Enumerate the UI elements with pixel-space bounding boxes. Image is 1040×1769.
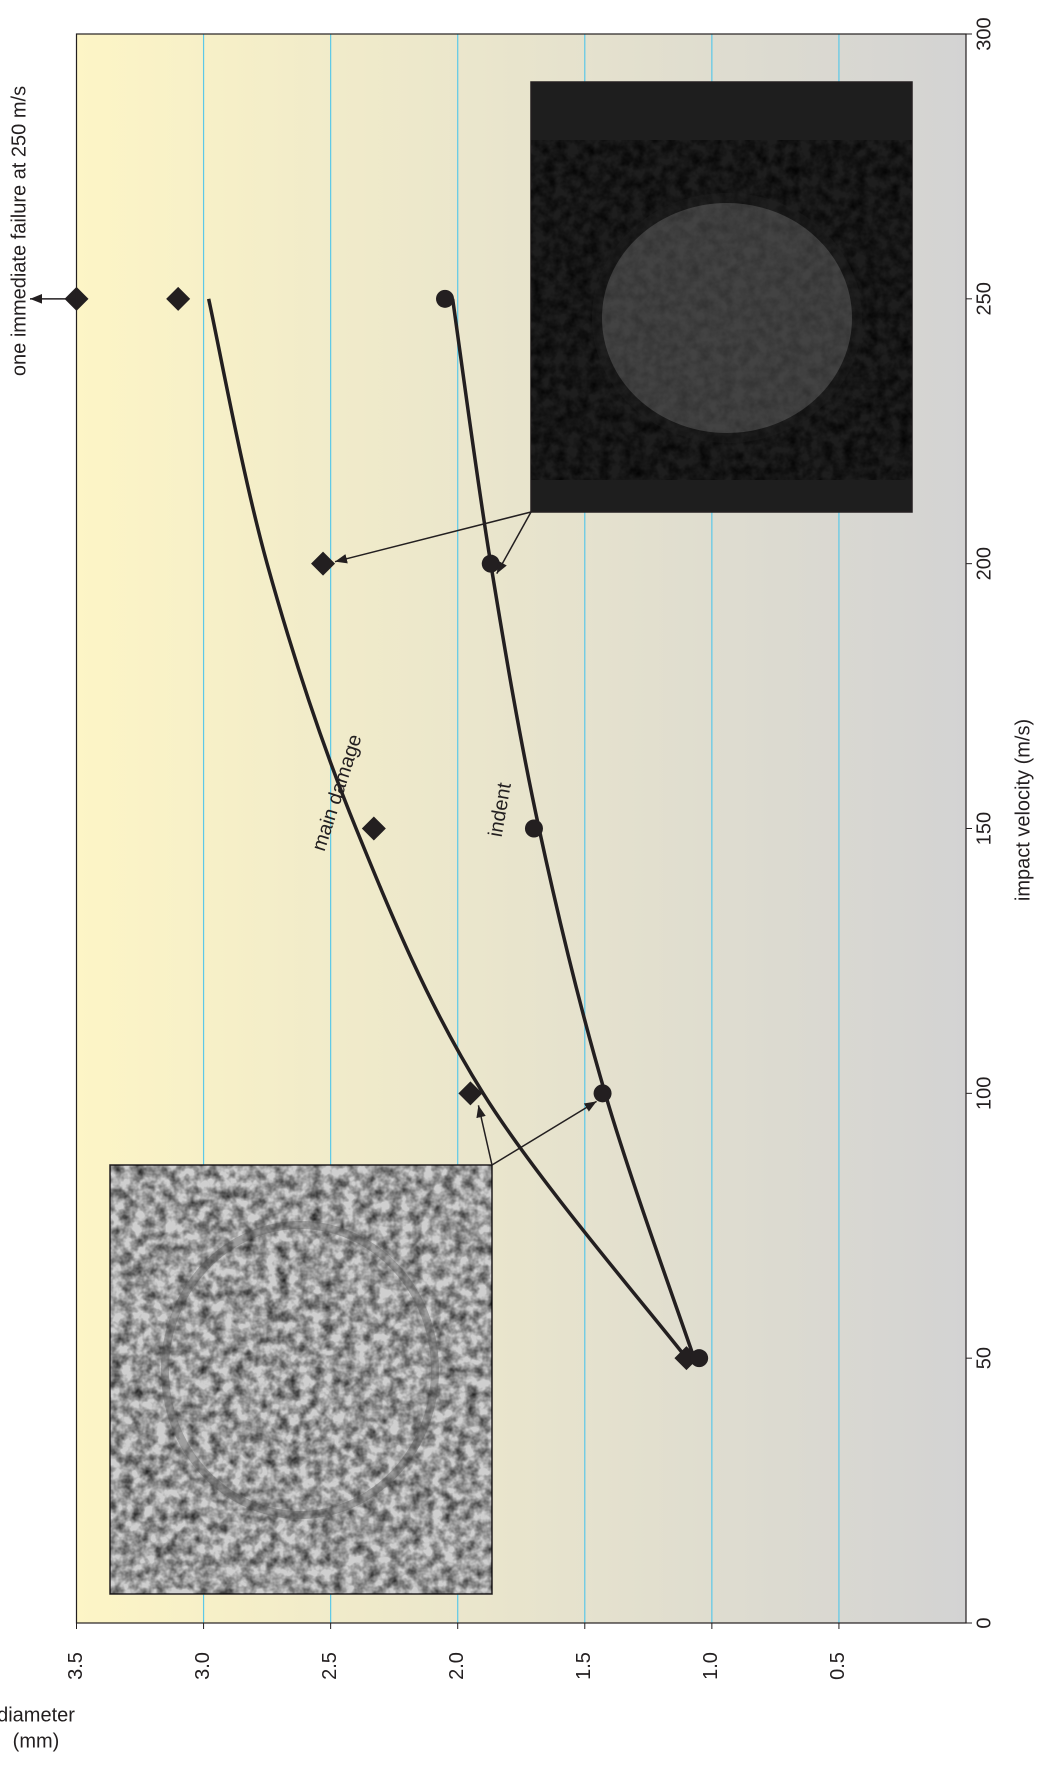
y-tick-label: 2.0 [446,1652,468,1680]
circle-point [482,555,500,573]
y-tick-label: 0.5 [827,1652,849,1680]
photo-large-impact [531,82,912,512]
y-tick-label: 2.5 [319,1652,341,1680]
y-axis-label: diameter [0,1704,75,1726]
circle-point [690,1349,708,1367]
x-tick-label: 100 [973,1077,995,1110]
x-axis-label: impact velocity (m/s) [1012,719,1034,901]
y-axis-label: (mm) [13,1730,60,1752]
x-tick-label: 50 [973,1347,995,1369]
x-tick-label: 150 [973,812,995,845]
chart: impact velocity (m/s) diameter (mm) 0.5 1… [0,0,1040,1769]
y-tick-label: 1.0 [700,1652,722,1680]
y-tick-label: 3.0 [192,1652,214,1680]
photo-small-impact [110,1165,492,1594]
x-tick-label: 200 [973,547,995,580]
circle-point [436,290,454,308]
circle-point [594,1084,612,1102]
x-tick-label: 250 [973,282,995,315]
y-tick-label: 1.5 [573,1652,595,1680]
y-tick-label: 3.5 [65,1652,87,1680]
circle-point [525,820,543,838]
x-tick-label: 300 [973,17,995,50]
x-tick-label: 0 [973,1617,995,1628]
annotation: one immediate failure at 250 m/s [8,86,30,376]
